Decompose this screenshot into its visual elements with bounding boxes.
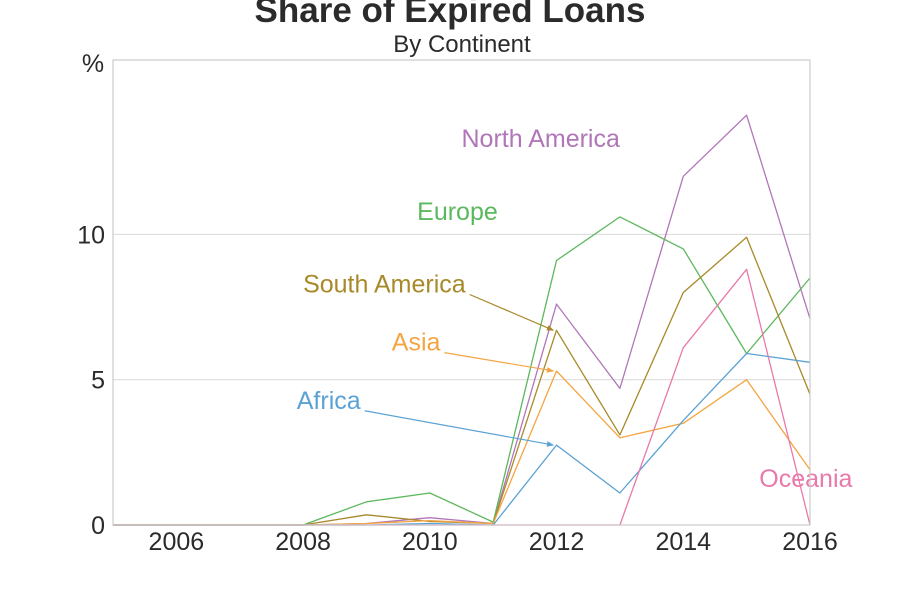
series-label-north-america: North America [462, 125, 620, 153]
series-label-asia: Asia [392, 329, 441, 357]
plot-frame [112, 59, 811, 526]
series-label-oceania: Oceania [759, 465, 852, 493]
x-tick-label-2014: 2014 [655, 528, 711, 556]
x-tick-label-2006: 2006 [149, 528, 205, 556]
x-tick-label-2012: 2012 [529, 528, 585, 556]
series-arrow-asia [444, 352, 555, 373]
chart-subtitle: By Continent [393, 31, 531, 58]
series-lines [113, 114, 811, 526]
chart-title: Share of Expired Loans [255, 0, 646, 30]
x-tick-label-2010: 2010 [402, 528, 458, 556]
series-label-africa: Africa [297, 387, 361, 415]
x-tick-label-2008: 2008 [275, 528, 331, 556]
series-arrow-south-america [469, 293, 555, 331]
series-label-europe: Europe [417, 198, 498, 226]
tick-labels: 0 5 10 2006 2008 2010 2012 2014 2016 [77, 221, 838, 556]
series-line-europe [113, 216, 811, 526]
y-tick-label-5: 5 [91, 367, 105, 395]
series-annotations: North America Europe South America Asia Afri… [297, 125, 853, 493]
series-label-south-america: South America [303, 271, 466, 299]
y-tick-label-0: 0 [91, 512, 105, 540]
x-tick-label-2016: 2016 [782, 528, 838, 556]
y-tick-label-10: 10 [77, 221, 105, 249]
y-axis-unit-label: % [82, 50, 104, 78]
series-arrow-africa [364, 410, 555, 447]
gridlines [113, 233, 810, 381]
series-line-asia [113, 370, 811, 526]
